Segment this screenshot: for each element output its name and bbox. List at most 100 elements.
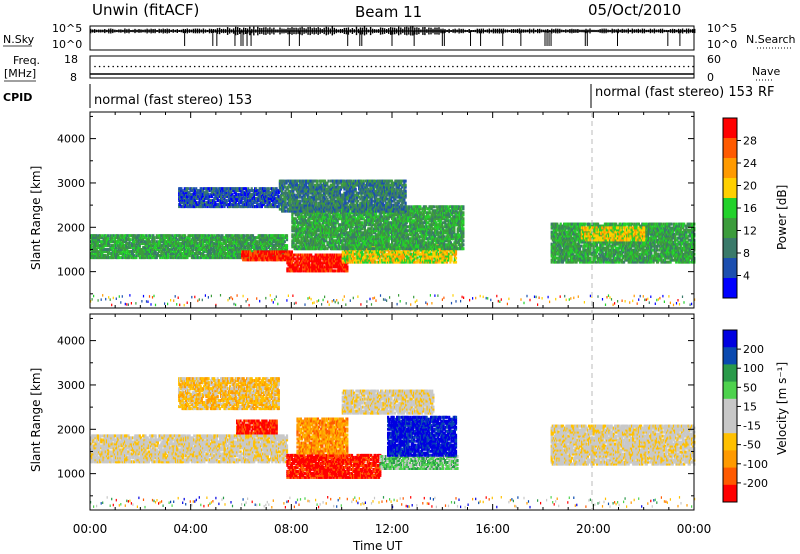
nsky-bar bbox=[424, 27, 426, 36]
nave-dot bbox=[565, 65, 567, 68]
echo-cell bbox=[163, 250, 166, 254]
echo-cell bbox=[223, 246, 226, 250]
echo-cell bbox=[216, 248, 219, 252]
echo-cell bbox=[151, 240, 154, 244]
echo-cell bbox=[135, 242, 138, 246]
echo-cell bbox=[128, 240, 131, 244]
echo-cell bbox=[206, 234, 209, 238]
echo-cell bbox=[136, 246, 139, 250]
echo-cell bbox=[117, 254, 120, 258]
echo-cell bbox=[201, 248, 204, 252]
echo-cell bbox=[194, 234, 197, 238]
nsky-bar bbox=[547, 29, 549, 33]
nsky-bar bbox=[94, 29, 96, 33]
echo-cell bbox=[133, 234, 136, 238]
echo-cell bbox=[198, 256, 201, 260]
echo-cell bbox=[215, 252, 218, 256]
nave-dot bbox=[492, 65, 495, 68]
nsky-bar bbox=[396, 28, 398, 34]
nave-dot bbox=[311, 65, 314, 68]
echo-cell bbox=[148, 234, 152, 238]
nave-dot bbox=[116, 65, 119, 68]
echo-cell bbox=[117, 236, 120, 240]
nsky-bar bbox=[498, 28, 501, 34]
nsky-bar bbox=[369, 27, 372, 36]
nsky-bar bbox=[528, 28, 531, 34]
echo-cell bbox=[100, 256, 103, 260]
nsky-bar bbox=[168, 28, 170, 34]
nave-dot bbox=[193, 65, 196, 68]
nsky-bar bbox=[504, 29, 507, 33]
nave-dot bbox=[506, 65, 509, 68]
nsky-bar bbox=[265, 27, 267, 35]
echo-cell bbox=[216, 240, 219, 244]
nave-dot bbox=[683, 65, 685, 68]
echo-cell bbox=[188, 234, 191, 238]
echo-cell bbox=[188, 236, 191, 240]
nave-dot bbox=[139, 65, 142, 68]
echo-cell bbox=[198, 236, 201, 240]
echo-cell bbox=[164, 248, 167, 252]
echo-cell bbox=[116, 236, 119, 240]
echo-cell bbox=[124, 252, 127, 256]
echo-cell bbox=[231, 234, 234, 238]
echo-cell bbox=[150, 248, 153, 252]
echo-cell bbox=[92, 248, 95, 252]
echo-cell bbox=[164, 246, 167, 250]
nsky-bar bbox=[653, 28, 656, 34]
echo-cell bbox=[288, 250, 291, 254]
echo-cell bbox=[117, 244, 120, 248]
echo-cell bbox=[119, 240, 122, 244]
nsky-bar bbox=[530, 29, 533, 33]
echo-cell bbox=[178, 246, 181, 250]
echo-cell bbox=[206, 250, 209, 254]
echo-cell bbox=[94, 236, 97, 240]
nsky-bar bbox=[381, 27, 384, 35]
echo-cell bbox=[102, 246, 105, 250]
echo-cell bbox=[139, 248, 142, 252]
echo-cell bbox=[116, 256, 119, 260]
echo-cell bbox=[112, 256, 115, 260]
echo-cell bbox=[198, 234, 201, 238]
cpid-label: CPID bbox=[3, 91, 32, 104]
echo-cell bbox=[211, 254, 214, 258]
nave-dot bbox=[501, 65, 504, 68]
echo-cell bbox=[171, 256, 174, 260]
echo-cell bbox=[160, 252, 163, 256]
nsky-bar bbox=[196, 28, 199, 34]
nsky-bar bbox=[647, 29, 650, 33]
nsky-bar bbox=[692, 29, 694, 33]
nave-dot bbox=[624, 65, 626, 68]
nsky-bar bbox=[106, 29, 108, 33]
echo-cell bbox=[203, 254, 206, 258]
nsky-bar bbox=[353, 29, 356, 33]
echo-cell bbox=[195, 256, 198, 260]
nsky-bar bbox=[337, 29, 339, 33]
echo-cell bbox=[232, 240, 235, 244]
echo-cell bbox=[134, 248, 137, 252]
echo-cell bbox=[181, 238, 184, 242]
nsky-bar bbox=[416, 27, 418, 35]
nsky-bar bbox=[476, 28, 478, 34]
echo-cell bbox=[150, 252, 153, 256]
echo-cell bbox=[119, 246, 122, 250]
echo-cell bbox=[202, 244, 205, 248]
echo-cell bbox=[136, 244, 139, 248]
nsky-bar bbox=[253, 26, 255, 36]
echo-cell bbox=[139, 234, 142, 238]
nave-dot bbox=[289, 65, 291, 68]
echo-cell bbox=[177, 244, 180, 248]
nsky-bar bbox=[90, 28, 92, 34]
echo-cell bbox=[174, 256, 178, 260]
nsky-bar bbox=[208, 28, 211, 34]
echo-cell bbox=[155, 236, 158, 240]
nsky-bar bbox=[140, 29, 142, 33]
nsky-bar bbox=[222, 28, 225, 34]
nave-dot bbox=[483, 65, 486, 68]
nsky-bar bbox=[255, 29, 257, 33]
nave-dot bbox=[280, 65, 282, 68]
echo-cell bbox=[146, 246, 149, 250]
echo-cell bbox=[210, 234, 213, 238]
echo-cell bbox=[177, 248, 180, 252]
nsky-bar bbox=[414, 27, 416, 35]
